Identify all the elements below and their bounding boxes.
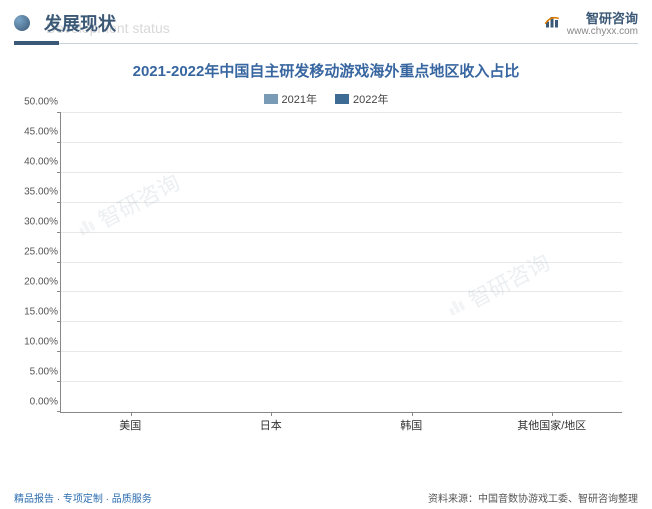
x-axis-label: 其他国家/地区 xyxy=(496,413,608,433)
legend-swatch-2022 xyxy=(335,94,349,104)
grid-line xyxy=(61,381,622,382)
footer-left: 精品报告 · 专项定制 · 品质服务 xyxy=(14,490,152,505)
grid-line xyxy=(61,262,622,263)
header-bullet-icon xyxy=(14,15,30,31)
grid-line xyxy=(61,112,622,113)
y-tick-label: 20.00% xyxy=(10,277,58,288)
brand-text: 智研咨询 www.chyxx.com xyxy=(567,8,638,37)
brand-url: www.chyxx.com xyxy=(567,26,638,37)
plot-area xyxy=(60,113,622,413)
brand-name: 智研咨询 xyxy=(567,8,638,27)
legend-swatch-2021 xyxy=(264,94,278,104)
header: 发展现状 Development status 智研咨询 www.chyxx.c… xyxy=(0,0,652,41)
grid-line xyxy=(61,202,622,203)
y-tick-label: 15.00% xyxy=(10,307,58,318)
x-axis-label: 韩国 xyxy=(355,413,467,433)
y-tick-label: 45.00% xyxy=(10,127,58,138)
y-tick-label: 0.00% xyxy=(10,397,58,408)
chart-title: 2021-2022年中国自主研发移动游戏海外重点地区收入占比 xyxy=(0,44,652,91)
y-axis: 0.00% 5.00% 10.00% 15.00% 20.00% 25.00% 30.00%… xyxy=(10,113,58,413)
x-axis-labels: 美国 日本 韩国 其他国家/地区 xyxy=(60,413,622,433)
legend-label-2021: 2021年 xyxy=(282,91,317,107)
y-tick-label: 35.00% xyxy=(10,187,58,198)
x-axis-label: 日本 xyxy=(215,413,327,433)
y-tick-label: 10.00% xyxy=(10,337,58,348)
legend-label-2022: 2022年 xyxy=(353,91,388,107)
y-tick-label: 25.00% xyxy=(10,247,58,258)
brand-logo-icon xyxy=(543,14,561,32)
grid-line xyxy=(61,321,622,322)
y-tick-label: 5.00% xyxy=(10,367,58,378)
grid-line xyxy=(61,351,622,352)
footer: 精品报告 · 专项定制 · 品质服务 资料来源：中国音数协游戏工委、智研咨询整理 xyxy=(14,490,638,505)
header-right: 智研咨询 www.chyxx.com xyxy=(543,8,638,37)
y-tick-label: 30.00% xyxy=(10,217,58,228)
header-divider xyxy=(14,43,638,44)
bars-container xyxy=(61,113,622,412)
grid-line xyxy=(61,172,622,173)
legend-item-2022: 2022年 xyxy=(335,91,388,107)
y-tick-label: 40.00% xyxy=(10,157,58,168)
x-axis-label: 美国 xyxy=(74,413,186,433)
footer-right: 资料来源：中国音数协游戏工委、智研咨询整理 xyxy=(428,490,638,505)
legend-item-2021: 2021年 xyxy=(264,91,317,107)
y-tick-label: 50.00% xyxy=(10,97,58,108)
header-title-cn: 发展现状 xyxy=(44,10,116,36)
chart-legend: 2021年 2022年 xyxy=(0,91,652,107)
grid-line xyxy=(61,142,622,143)
chart-area: 0.00%5.00%10.00%15.00%20.00%25.00%30.00%… xyxy=(60,113,622,433)
header-left: 发展现状 Development status xyxy=(14,10,170,36)
grid-line xyxy=(61,291,622,292)
grid-line xyxy=(61,232,622,233)
